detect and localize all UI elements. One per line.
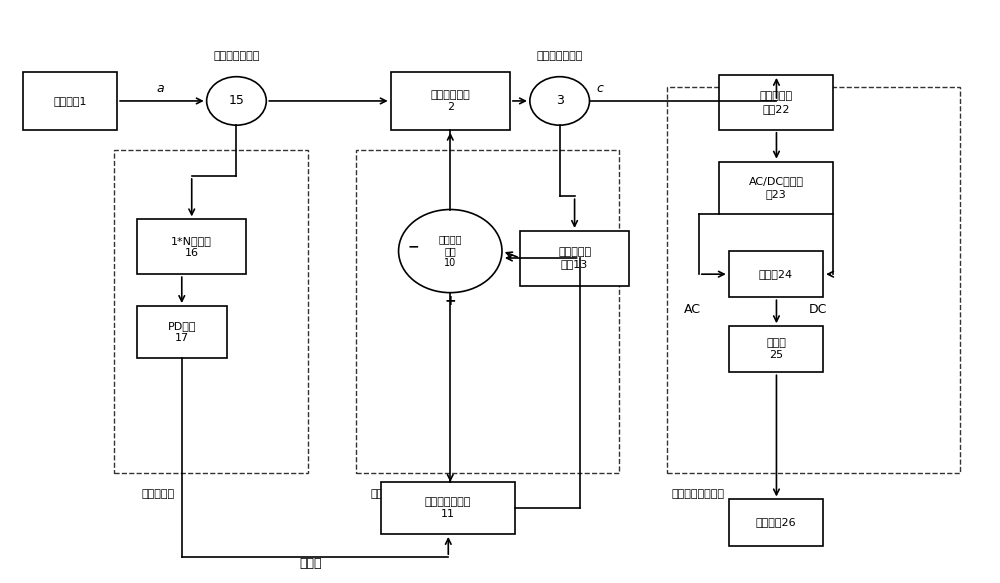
- Bar: [719, 161, 833, 213]
- Ellipse shape: [207, 77, 266, 125]
- Text: 放大器
25: 放大器 25: [766, 338, 786, 360]
- Text: 光电反馈控制电路: 光电反馈控制电路: [371, 489, 424, 499]
- Bar: [729, 500, 823, 546]
- Text: 1*N分束器
16: 1*N分束器 16: [171, 236, 212, 258]
- Ellipse shape: [530, 77, 590, 125]
- Bar: [667, 86, 960, 473]
- Text: 光纤抖动监测模块: 光纤抖动监测模块: [671, 489, 724, 499]
- Text: 第四光电接
收机22: 第四光电接 收机22: [759, 91, 793, 114]
- Text: PD阵列
17: PD阵列 17: [168, 321, 196, 343]
- Text: c: c: [596, 82, 603, 95]
- Bar: [137, 219, 246, 274]
- Bar: [114, 150, 308, 473]
- Text: 除法器24: 除法器24: [759, 269, 793, 279]
- Text: 差分放大
模块
10: 差分放大 模块 10: [439, 234, 462, 268]
- Bar: [391, 72, 510, 130]
- Text: AC/DC分离模
块23: AC/DC分离模 块23: [748, 177, 803, 199]
- Text: 3: 3: [556, 94, 564, 107]
- Text: 一次电流传感器
11: 一次电流传感器 11: [425, 497, 471, 519]
- Bar: [381, 482, 515, 534]
- Text: 15: 15: [229, 94, 244, 107]
- Text: 第一光纤耦合器: 第一光纤耦合器: [213, 51, 260, 61]
- Ellipse shape: [399, 209, 502, 293]
- Text: −: −: [408, 240, 419, 254]
- Text: 传感光源1: 传感光源1: [53, 96, 87, 106]
- Text: +: +: [444, 294, 456, 308]
- Bar: [729, 326, 823, 373]
- Bar: [719, 75, 833, 130]
- Text: 快速光衰减器
2: 快速光衰减器 2: [430, 90, 470, 112]
- Bar: [520, 231, 629, 286]
- Bar: [729, 251, 823, 297]
- Bar: [137, 306, 227, 358]
- Text: a: a: [156, 82, 164, 95]
- Text: 第二光纤耦合器: 第二光纤耦合器: [536, 51, 583, 61]
- Text: DC: DC: [809, 304, 827, 317]
- Bar: [356, 150, 619, 473]
- Text: AC: AC: [683, 304, 700, 317]
- Text: 自供能模块: 自供能模块: [142, 489, 175, 499]
- Bar: [23, 72, 117, 130]
- Text: 自供能: 自供能: [300, 557, 322, 570]
- Text: 输出电压26: 输出电压26: [756, 518, 796, 528]
- Text: 第一光电接
收机13: 第一光电接 收机13: [558, 247, 591, 269]
